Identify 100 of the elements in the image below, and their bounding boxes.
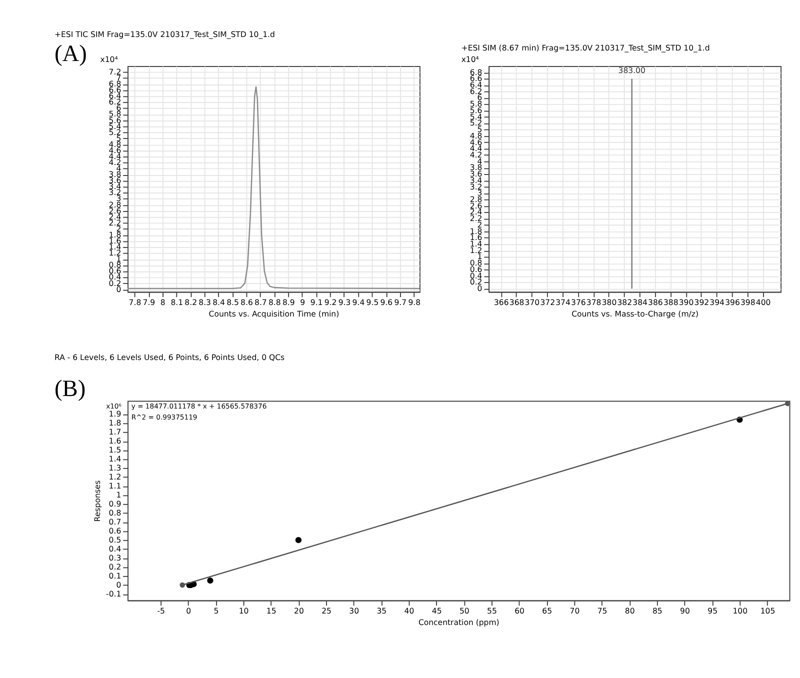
x-tick-label: 25 — [322, 606, 332, 616]
x-tick-label: 8.1 — [170, 298, 184, 307]
y-tick-label: 0.5 — [108, 536, 122, 545]
x-tick-label: 8 — [160, 298, 166, 307]
x-tick-label: 65 — [542, 606, 552, 616]
x-tick-label: 7.9 — [142, 298, 156, 307]
x-tick-label: 85 — [652, 606, 662, 616]
x-tick-label: -5 — [157, 606, 165, 616]
y-tick-label: 0.4 — [108, 544, 122, 554]
y-tick-label: 0.3 — [108, 554, 122, 562]
y-tick-label: 0.1 — [108, 571, 122, 580]
x-tick-label: 400 — [756, 298, 771, 307]
y-tick-label: 1.3 — [108, 464, 122, 473]
x-tick-label: 398 — [740, 298, 756, 307]
x-tick-label: 9.4 — [352, 298, 365, 307]
x-tick-label: 8.5 — [226, 298, 239, 307]
x-tick-label: 8.2 — [184, 298, 198, 307]
x-tick-label: 8.3 — [198, 298, 212, 307]
y-tick-label: 2.6 — [470, 201, 482, 210]
y-tick-label: 4.6 — [470, 138, 482, 147]
x-tick-label: 370 — [524, 298, 540, 307]
y-tick-label: 0 — [116, 580, 122, 590]
y-tick-label: 4.2 — [470, 150, 482, 160]
x-tick-label: 382 — [617, 298, 632, 307]
y-tick-label: 1.8 — [108, 230, 122, 240]
x-tick-label: 105 — [760, 606, 776, 616]
x-tick-label: 378 — [586, 298, 602, 307]
x-tick-label: 366 — [494, 298, 509, 307]
chart-title: +ESI TIC SIM Frag=135.0V 210317_Test_SIM_STD 10_1.d — [54, 30, 276, 39]
y-tick-label: 1.9 — [108, 410, 122, 419]
y-tick-label: 2.8 — [470, 195, 482, 204]
x-axis-title: Concentration (ppm) — [418, 618, 500, 628]
x-tick-label: 15 — [266, 606, 276, 616]
x-tick-label: 9.5 — [366, 298, 379, 307]
text: (B) — [54, 376, 86, 402]
x-tick-label: 40 — [404, 606, 414, 616]
chart-title: RA - 6 Levels, 6 Levels Used, 6 Points, 6 Points Used, 0 QCs — [54, 352, 285, 362]
y-tick-label: 6.2 — [470, 86, 482, 96]
x-tick-label: 100 — [732, 606, 748, 616]
x-tick-label: 35 — [376, 606, 387, 616]
y-tick-label: 0.6 — [470, 264, 482, 274]
x-tick-label: 95 — [708, 606, 718, 616]
x-tick-label: 392 — [694, 298, 710, 307]
annotation: 383.00 — [618, 66, 646, 75]
x-tick-label: 9.8 — [408, 298, 421, 307]
y-tick-label: 1.2 — [108, 472, 122, 482]
x-tick-label: 20 — [294, 606, 304, 616]
x-tick-label: 376 — [571, 298, 586, 307]
y-tick-label: 1 — [116, 490, 122, 500]
y-tick-label: 4.8 — [470, 131, 482, 140]
y-tick-label: 1.1 — [108, 482, 122, 491]
x-tick-label: 8.4 — [212, 298, 226, 307]
y-tick-label: 3.4 — [470, 176, 482, 185]
y-tick-label: 1.8 — [108, 418, 122, 428]
x-tick-label: 396 — [725, 298, 740, 307]
y-tick-label: 0.9 — [108, 500, 122, 509]
x-tick-label: 384 — [632, 298, 648, 307]
x-tick-label: 9.3 — [338, 298, 351, 307]
x-tick-label: 8.6 — [240, 298, 253, 307]
y-tick-label: 5.4 — [470, 112, 482, 122]
y-tick-label: 1.5 — [108, 446, 122, 455]
x-tick-label: 7.8 — [128, 298, 142, 307]
y-tick-label: 0.4 — [470, 271, 482, 280]
x-tick-label: 390 — [678, 298, 694, 307]
y-tick-label: 5.6 — [470, 106, 482, 115]
x-tick-label: 55 — [487, 606, 497, 616]
x-tick-label: 368 — [509, 298, 524, 307]
y-tick-label: 6.8 — [470, 68, 482, 77]
text: x10⁴ — [461, 55, 479, 64]
x-tick-label: 8.9 — [282, 298, 295, 307]
x-tick-label: 75 — [597, 606, 608, 616]
y-tick-label: 1.7 — [108, 428, 122, 437]
y-axis-title: Responses — [93, 480, 102, 522]
x-tick-label: 10 — [238, 606, 249, 616]
x-tick-label: 394 — [710, 298, 725, 307]
y-tick-label: 0.8 — [108, 508, 122, 518]
x-tick-label: 30 — [349, 606, 360, 616]
x-tick-label: 0 — [186, 606, 192, 616]
y-tick-label: 0.7 — [108, 518, 122, 527]
x-tick-label: 9.7 — [394, 298, 407, 307]
x-tick-label: 5 — [214, 606, 219, 616]
x-tick-label: 60 — [514, 606, 525, 616]
y-tick-label: 2 — [477, 220, 482, 230]
y-tick-label: -0.1 — [106, 589, 122, 598]
x-tick-label: 70 — [570, 606, 580, 616]
x-tick-label: 45 — [432, 606, 442, 616]
x-tick-label: 8.7 — [254, 298, 267, 307]
x-axis-title: Counts vs. Mass-to-Charge (m/z) — [572, 310, 698, 319]
x-tick-label: 372 — [540, 298, 556, 307]
x-tick-label: 80 — [624, 606, 635, 616]
text: x10⁴ — [100, 55, 118, 64]
x-tick-label: 50 — [459, 606, 470, 616]
x-tick-label: 90 — [680, 606, 690, 616]
y-tick-label: 1.4 — [108, 454, 122, 464]
x-tick-label: 374 — [556, 298, 570, 307]
x-tick-label: 9.1 — [310, 298, 323, 307]
x-tick-label: 9.2 — [324, 298, 337, 307]
y-tick-label: 1.6 — [108, 436, 122, 446]
y-tick-label: 1.8 — [470, 226, 482, 236]
x-tick-label: 8.8 — [268, 298, 281, 307]
